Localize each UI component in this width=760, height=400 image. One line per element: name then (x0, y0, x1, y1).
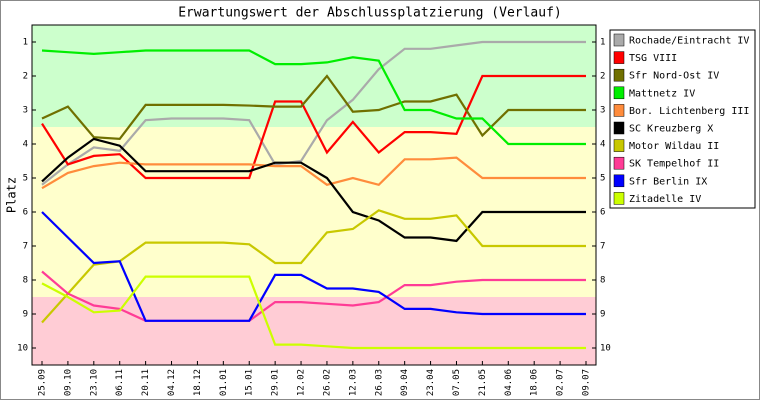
x-tick-label: 01.01 (219, 369, 229, 396)
x-tick-label: 09.04 (400, 369, 410, 396)
x-tick-label: 23.04 (426, 369, 436, 396)
y-tick-label-right: 10 (600, 344, 611, 354)
x-tick-label: 04.12 (167, 369, 177, 396)
series-line (41, 40, 586, 186)
y-tick-label-right: 2 (600, 72, 605, 82)
x-tick-label: 09.07 (582, 369, 592, 396)
x-tick-label: 23.10 (89, 369, 99, 396)
legend-label: Sfr Berlin IX (629, 176, 707, 187)
series-line (41, 74, 586, 141)
x-tick-label: 20.11 (141, 369, 151, 396)
legend-swatch (613, 192, 625, 205)
legend-swatch (613, 121, 625, 135)
x-tick-label: 04.06 (504, 369, 514, 396)
series-line (41, 49, 586, 146)
y-tick-label-right: 9 (600, 310, 605, 320)
plot-frame (31, 24, 597, 366)
y-tick-label: 6 (23, 208, 28, 218)
x-tick-label: 12.02 (297, 369, 307, 396)
y-tick-label: 5 (23, 174, 28, 184)
y-tick-label: 7 (23, 242, 28, 252)
series-line (41, 275, 586, 350)
y-tick-label: 8 (23, 276, 28, 286)
x-tick-label: 02.07 (556, 369, 566, 396)
legend-box (609, 29, 756, 209)
series-line (41, 74, 586, 180)
x-tick-label: 18.12 (193, 369, 203, 396)
y-tick-label: 1 (23, 38, 28, 48)
series-line (41, 270, 586, 322)
x-tick-label: 21.05 (478, 369, 488, 396)
legend-label: SC Kreuzberg X (629, 124, 713, 135)
legend-swatch (613, 68, 625, 82)
legend-label: Rochade/Eintracht IV (629, 36, 749, 47)
y-tick-label-right: 7 (600, 242, 605, 252)
series-line (41, 156, 586, 190)
y-tick-label-right: 5 (600, 174, 605, 184)
legend-swatch (613, 156, 625, 170)
legend-swatch (613, 104, 625, 117)
legend-swatch (613, 139, 625, 152)
x-tick-label: 15.01 (245, 369, 255, 396)
y-tick-label: 4 (23, 140, 28, 150)
y-tick-label: 3 (23, 106, 28, 116)
legend-label: Mattnetz IV (629, 88, 695, 99)
y-tick-label-right: 4 (600, 140, 605, 150)
zone (32, 297, 596, 365)
legend-swatch (613, 51, 625, 64)
legend-label: SK Tempelhof II (629, 159, 719, 170)
y-axis-label: Platz (5, 177, 19, 213)
y-tick-label-right: 1 (600, 38, 605, 48)
y-tick-label: 10 (17, 344, 28, 354)
legend-label: Sfr Nord-Ost IV (629, 71, 719, 82)
legend-swatch (613, 174, 625, 188)
series-line (41, 137, 586, 243)
x-tick-label: 26.03 (374, 369, 384, 396)
legend-label: Motor Wildau II (629, 141, 719, 152)
x-tick-label: 18.06 (530, 369, 540, 396)
x-tick-label: 29.01 (271, 369, 281, 396)
y-tick-label: 9 (23, 310, 28, 320)
y-tick-label: 2 (23, 72, 28, 82)
series-line (41, 209, 586, 324)
x-tick-label: 06.11 (115, 369, 125, 396)
y-tick-label-right: 8 (600, 276, 605, 286)
y-tick-label-right: 6 (600, 208, 605, 218)
x-tick-label: 12.03 (348, 369, 358, 396)
legend-swatch (613, 33, 625, 47)
chart-title: Erwartungswert der Abschlussplatzierung … (178, 6, 562, 21)
y-tick-label-right: 3 (600, 106, 605, 116)
legend-label: TSG VIII (629, 53, 677, 64)
legend-swatch (613, 86, 625, 100)
x-tick-label: 26.02 (322, 369, 332, 396)
series-line (41, 211, 586, 322)
legend-label: Bor. Lichtenberg III (629, 106, 749, 117)
x-tick-label: 09.10 (63, 369, 73, 396)
x-tick-label: 25.09 (38, 369, 48, 396)
legend-label: Zitadelle IV (629, 194, 701, 205)
x-tick-label: 07.05 (452, 369, 462, 396)
